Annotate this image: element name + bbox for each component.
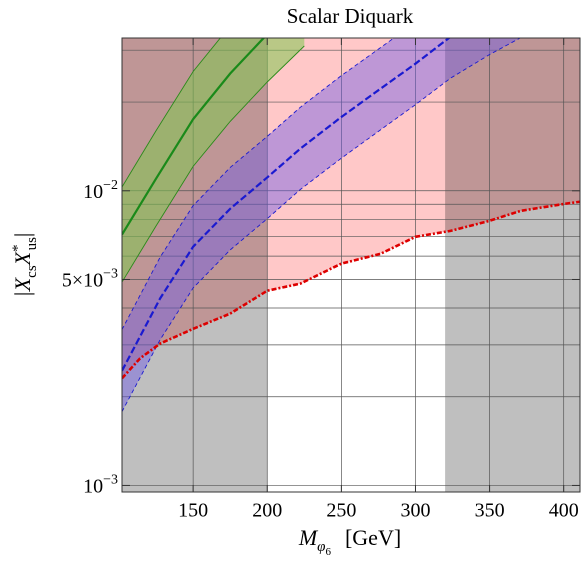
x-label-subsub: 6 xyxy=(325,546,331,558)
frame xyxy=(121,37,581,493)
x-tick-label: 250 xyxy=(326,500,356,522)
line xyxy=(122,200,580,380)
line xyxy=(122,38,266,236)
uncertainty-band xyxy=(122,38,305,283)
y-tick-label: 5×10−3 xyxy=(62,266,118,291)
y-tick-label: 10−3 xyxy=(83,472,118,497)
y-label-part: * xyxy=(10,244,26,252)
plot-area xyxy=(122,38,580,492)
y-tick-base: 5×10 xyxy=(62,269,103,291)
x-label-sub: φ xyxy=(317,539,325,555)
y-tick-base: 10 xyxy=(83,475,103,497)
y-label-part: | xyxy=(10,233,35,237)
y-tick-exponent: −3 xyxy=(103,266,118,281)
excluded-region xyxy=(122,38,580,379)
band-edge xyxy=(122,45,305,283)
y-tick-exponent: −3 xyxy=(103,472,118,487)
y-label-part: us xyxy=(24,237,40,251)
line xyxy=(122,38,451,372)
x-tick-label: 350 xyxy=(475,500,505,522)
y-label-part: cs xyxy=(24,265,40,278)
uncertainty-band xyxy=(122,38,521,412)
x-axis-title: Mφ6 [GeV] xyxy=(298,525,401,558)
x-tick-label: 400 xyxy=(549,500,579,522)
shaded-region xyxy=(445,38,580,492)
chart-title: Scalar Diquark xyxy=(287,4,414,28)
x-tick-label: 300 xyxy=(400,500,430,522)
y-axis-title: |XcsX*us| xyxy=(10,233,40,298)
band-edge xyxy=(122,38,221,188)
y-tick-base: 10 xyxy=(83,181,103,203)
y-tick-label: 10−2 xyxy=(83,178,118,203)
x-label-unit: [GeV] xyxy=(345,525,401,550)
x-tick-label: 150 xyxy=(178,500,208,522)
x-tick-label: 200 xyxy=(252,500,282,522)
y-tick-exponent: −2 xyxy=(103,178,118,193)
y-label-part: X xyxy=(10,250,35,266)
x-label-main: M xyxy=(298,525,319,550)
y-label-part: |X xyxy=(10,276,35,297)
